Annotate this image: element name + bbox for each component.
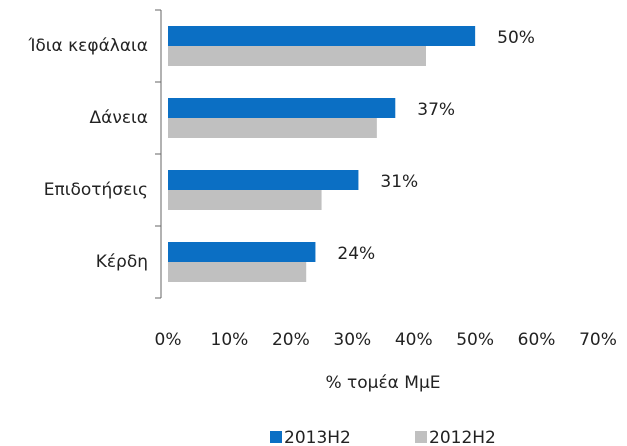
bar [168, 170, 359, 190]
bar [168, 26, 476, 46]
x-tick-label: 50% [456, 330, 494, 350]
bar [168, 118, 377, 138]
y-tick-label: Δάνεια [90, 108, 148, 128]
x-tick-label: 20% [272, 330, 310, 350]
legend-label: 2013H2 [284, 428, 351, 446]
y-tick-label: Ίδια κεφάλαια [27, 36, 148, 56]
y-tick-label: Επιδοτήσεις [44, 180, 148, 200]
data-label: 50% [497, 28, 535, 48]
data-label: 37% [417, 100, 455, 120]
x-tick-label: 30% [333, 330, 371, 350]
x-tick-label: 0% [155, 330, 182, 350]
x-tick-label: 60% [518, 330, 556, 350]
bar [168, 190, 322, 210]
x-tick-label: 40% [395, 330, 433, 350]
x-tick-label: 70% [579, 330, 617, 350]
bar [168, 242, 316, 262]
x-axis-label: % τομέα ΜμΕ [325, 373, 440, 393]
bar [168, 98, 396, 118]
bar [168, 46, 426, 66]
x-tick-label: 10% [211, 330, 249, 350]
y-tick-label: Κέρδη [96, 252, 148, 272]
bar [168, 262, 307, 282]
legend-swatch [270, 431, 282, 443]
legend-swatch [415, 431, 427, 443]
data-label: 31% [380, 172, 418, 192]
data-label: 24% [337, 244, 375, 264]
legend-label: 2012H2 [429, 428, 496, 446]
